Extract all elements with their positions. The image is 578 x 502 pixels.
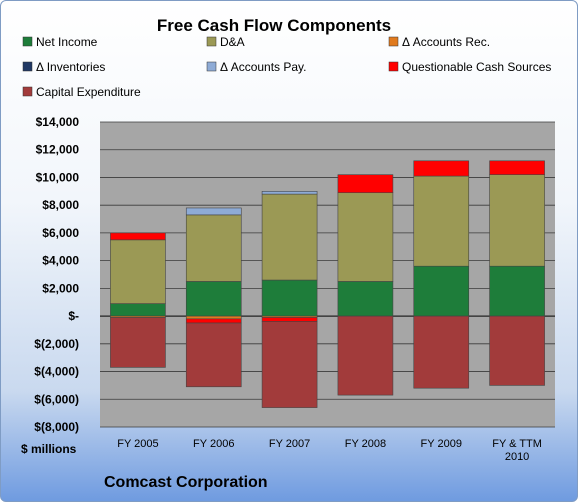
legend-label: Δ Accounts Pay. bbox=[220, 60, 307, 74]
y-tick-label: $14,000 bbox=[36, 115, 80, 129]
legend-item-capital-expenditure: Capital Expenditure bbox=[22, 85, 141, 99]
y-tick-label: $6,000 bbox=[42, 226, 79, 240]
bar-capital-expenditure-fy-2007 bbox=[261, 321, 318, 408]
legend-swatch bbox=[22, 61, 33, 72]
bar-net-income-fy-ttm-2010 bbox=[489, 265, 545, 317]
y-tick-label: $10,000 bbox=[36, 170, 80, 184]
legend-swatch bbox=[22, 86, 33, 97]
x-tick-label: FY 2005 bbox=[117, 438, 158, 450]
bar-capital-expenditure-fy-2005 bbox=[110, 317, 166, 368]
legend: Net Income D&A Δ Accounts Rec. Δ Inventorie… bbox=[22, 35, 551, 99]
legend-item-inventories: Δ Inventories bbox=[22, 60, 105, 74]
legend-swatch bbox=[388, 61, 399, 72]
bar-accounts-pay-fy-2006 bbox=[185, 207, 242, 216]
legend-swatch bbox=[206, 36, 217, 47]
bar-d-a-fy-2007 bbox=[261, 193, 318, 281]
legend-item-accounts-pay: Δ Accounts Pay. bbox=[206, 60, 307, 74]
legend-item-questionable-cash-sources: Questionable Cash Sources bbox=[388, 60, 551, 74]
x-axis-ticks: FY 2005 FY 2006 FY 2007 FY 2008 FY 2009 FY & … bbox=[117, 438, 542, 463]
plot-area bbox=[100, 122, 555, 427]
company-name: Comcast Corporation bbox=[104, 474, 268, 491]
y-tick-label: $- bbox=[68, 309, 79, 323]
legend-item-net-income: Net Income bbox=[22, 35, 98, 49]
x-tick-label: FY 2009 bbox=[421, 438, 462, 450]
legend-label: Net Income bbox=[36, 35, 98, 49]
bar-questionable-cash-sources-fy-ttm-2010 bbox=[489, 160, 545, 175]
x-tick-label: FY 2007 bbox=[269, 438, 310, 450]
gridlines bbox=[100, 121, 555, 428]
y-tick-label: $8,000 bbox=[42, 198, 79, 212]
chart-title: Free Cash Flow Components bbox=[157, 16, 391, 35]
x-tick-label: FY 2008 bbox=[345, 438, 386, 450]
bar-capital-expenditure-fy-2006 bbox=[185, 322, 242, 388]
legend-label: D&A bbox=[220, 35, 245, 49]
bar-questionable-cash-sources-fy-2006 bbox=[185, 318, 242, 324]
legend-swatch bbox=[22, 36, 33, 47]
bar-d-a-fy-ttm-2010 bbox=[489, 174, 545, 267]
legend-swatch bbox=[388, 36, 399, 47]
bar-d-a-fy-2009 bbox=[413, 175, 470, 267]
bar-net-income-fy-2009 bbox=[413, 265, 470, 317]
bar-accounts-rec-fy-2006 bbox=[185, 315, 242, 320]
legend-label: Questionable Cash Sources bbox=[402, 60, 551, 74]
legend-swatch bbox=[206, 61, 217, 72]
bar-net-income-fy-2006 bbox=[185, 281, 242, 317]
y-tick-label: $(8,000) bbox=[34, 420, 79, 434]
x-tick-label: FY 2006 bbox=[193, 438, 234, 450]
legend-item-d-a: D&A bbox=[206, 35, 245, 49]
bar-d-a-fy-2005 bbox=[110, 239, 166, 304]
y-tick-label: $(2,000) bbox=[34, 337, 79, 351]
x-tick-label: FY & TTM 2010 bbox=[492, 438, 542, 463]
bar-questionable-cash-sources-fy-2008 bbox=[337, 174, 394, 194]
legend-item-accounts-rec: Δ Accounts Rec. bbox=[388, 35, 490, 49]
bar-net-income-fy-2007 bbox=[261, 279, 318, 317]
bar-d-a-fy-2006 bbox=[185, 214, 242, 282]
bar-net-income-fy-2005 bbox=[110, 303, 166, 317]
y-tick-label: $(4,000) bbox=[34, 365, 79, 379]
y-tick-label: $12,000 bbox=[36, 143, 80, 157]
y-tick-label: $4,000 bbox=[42, 254, 79, 268]
bar-d-a-fy-2008 bbox=[337, 192, 394, 282]
bar-capital-expenditure-fy-ttm-2010 bbox=[489, 315, 545, 386]
bar-accounts-pay-fy-2007 bbox=[261, 191, 318, 195]
bar-capital-expenditure-fy-2009 bbox=[413, 315, 470, 389]
bar-questionable-cash-sources-fy-2007 bbox=[261, 317, 318, 322]
bar-questionable-cash-sources-fy-2005 bbox=[110, 232, 166, 241]
legend-label: Δ Inventories bbox=[36, 60, 105, 74]
y-axis-unit-label: $ millions bbox=[21, 442, 77, 456]
bar-questionable-cash-sources-fy-2009 bbox=[413, 160, 470, 177]
y-tick-label: $(6,000) bbox=[34, 392, 79, 406]
bar-capital-expenditure-fy-2008 bbox=[337, 315, 394, 396]
legend-label: Δ Accounts Rec. bbox=[402, 35, 490, 49]
bar-net-income-fy-2008 bbox=[337, 281, 394, 317]
y-axis-ticks: $(8,000) $(6,000) $(4,000) $(2,000) $- $2,000… bbox=[34, 115, 79, 434]
y-tick-label: $2,000 bbox=[42, 281, 79, 295]
bars bbox=[110, 160, 545, 408]
legend-label: Capital Expenditure bbox=[36, 85, 141, 99]
